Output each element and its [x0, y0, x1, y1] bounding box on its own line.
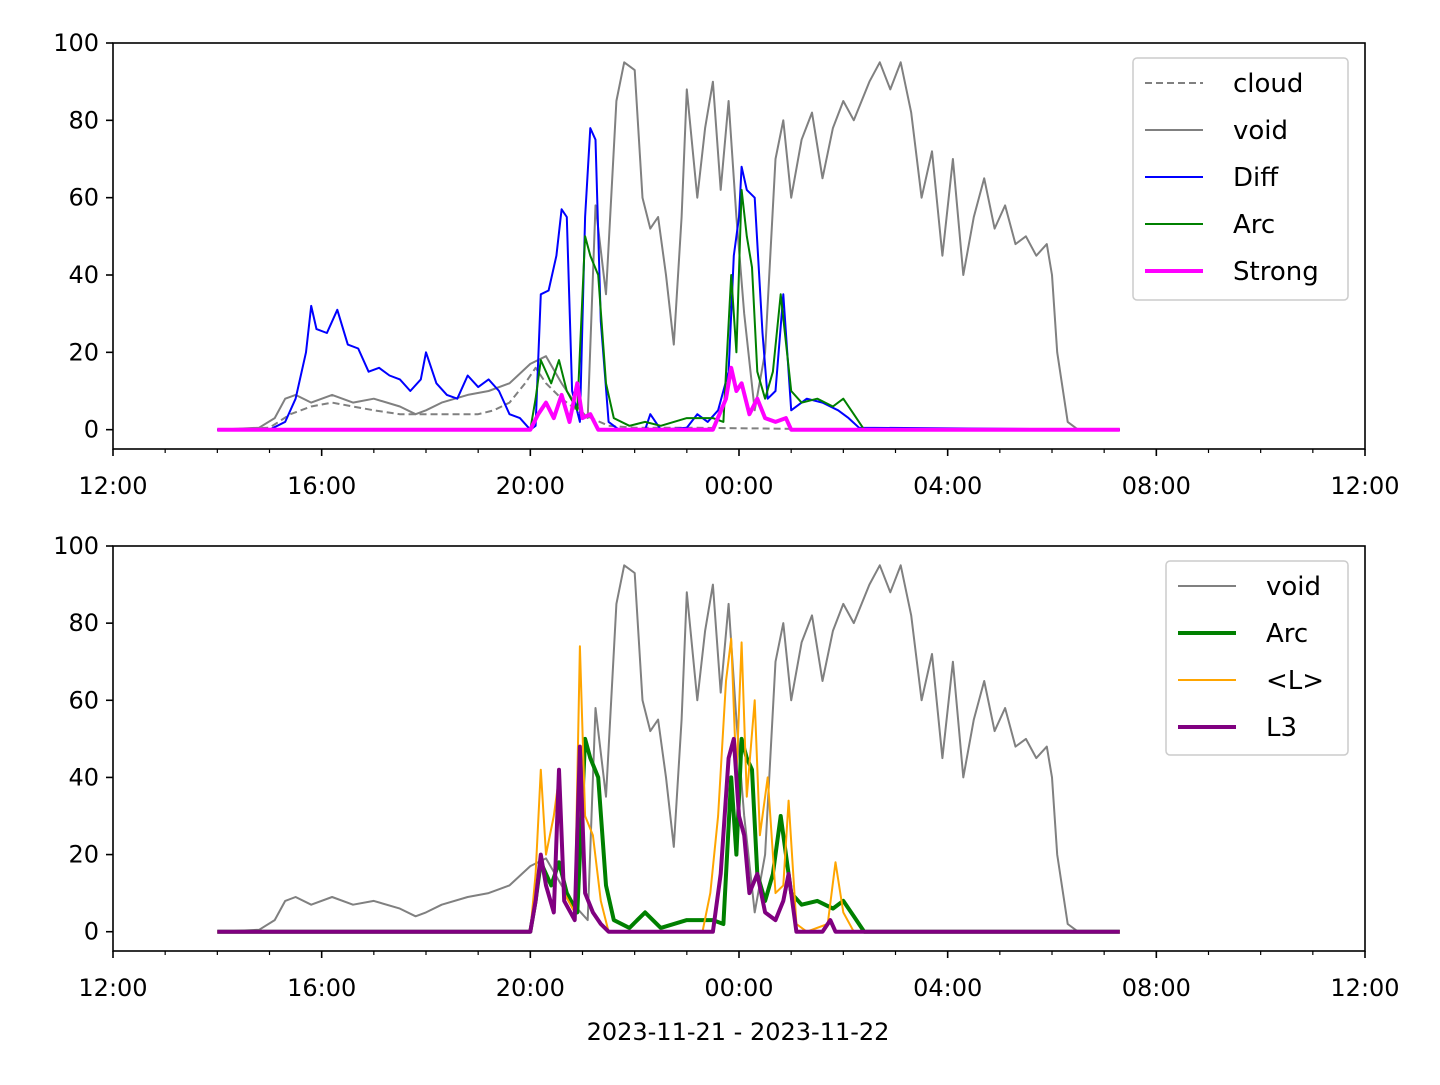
- legend-box: [1165, 560, 1349, 756]
- x-tick-label: 04:00: [913, 974, 982, 1002]
- legend-label: <L>: [1266, 666, 1324, 696]
- x-tick-label: 12:00: [78, 974, 147, 1002]
- y-tick-label: 100: [53, 29, 99, 57]
- x-tick-label: 00:00: [704, 472, 773, 500]
- x-tick-label: 12:00: [1330, 472, 1399, 500]
- series-group: [217, 564, 1120, 934]
- legend-label: Arc: [1266, 619, 1308, 649]
- legend-label: Diff: [1233, 163, 1279, 193]
- series-line-l3: [217, 736, 1120, 934]
- series-line-strong: [217, 365, 1120, 432]
- series-line-void: [217, 564, 1120, 933]
- y-tick-label: 60: [68, 686, 99, 714]
- series-line-arc: [217, 188, 1120, 431]
- x-tick-label: 20:00: [496, 472, 565, 500]
- x-tick-label: 12:00: [1330, 974, 1399, 1002]
- series-line-cloud: [217, 366, 1120, 431]
- y-tick-label: 80: [68, 106, 99, 134]
- y-tick-label: 0: [84, 918, 99, 946]
- y-tick-label: 0: [84, 416, 99, 444]
- y-tick-label: 20: [68, 338, 99, 366]
- bottom-panel: 0 20 40 60 80 100 12:00 16:00 20:00 00:00 04:00 08:…: [53, 532, 1399, 1002]
- top-panel: 0 20 40 60 80 100 12:00 16:00 20:00 00:00 04:00 08:…: [53, 29, 1399, 500]
- y-tick-label: 20: [68, 841, 99, 869]
- series-line-void: [217, 61, 1120, 431]
- y-tick-label: 80: [68, 609, 99, 637]
- x-tick-label: 08:00: [1122, 472, 1191, 500]
- legend-label: Strong: [1233, 257, 1319, 287]
- legend: void Arc <L> L3: [1165, 560, 1349, 756]
- x-tick-label: 12:00: [78, 472, 147, 500]
- legend-box: [1132, 57, 1349, 301]
- x-tick-label: 16:00: [287, 974, 356, 1002]
- legend-label: cloud: [1233, 69, 1303, 99]
- legend-label: Arc: [1233, 210, 1275, 240]
- y-tick-label: 40: [68, 261, 99, 289]
- series-group: [217, 61, 1120, 432]
- series-line-arc: [217, 736, 1120, 934]
- x-tick-label: 16:00: [287, 472, 356, 500]
- legend-label: void: [1233, 116, 1288, 146]
- x-tick-label: 00:00: [704, 974, 773, 1002]
- x-tick-label: 20:00: [496, 974, 565, 1002]
- x-tick-label: 08:00: [1122, 974, 1191, 1002]
- legend: cloud void Diff Arc Strong: [1132, 57, 1349, 301]
- legend-label: L3: [1266, 713, 1297, 743]
- x-tick-label: 04:00: [913, 472, 982, 500]
- series-line-diff: [217, 127, 1120, 431]
- y-tick-label: 60: [68, 184, 99, 212]
- y-tick-label: 100: [53, 532, 99, 560]
- x-axis-label: 2023-11-21 - 2023-11-22: [587, 1018, 890, 1046]
- y-tick-label: 40: [68, 763, 99, 791]
- legend-label: void: [1266, 572, 1321, 602]
